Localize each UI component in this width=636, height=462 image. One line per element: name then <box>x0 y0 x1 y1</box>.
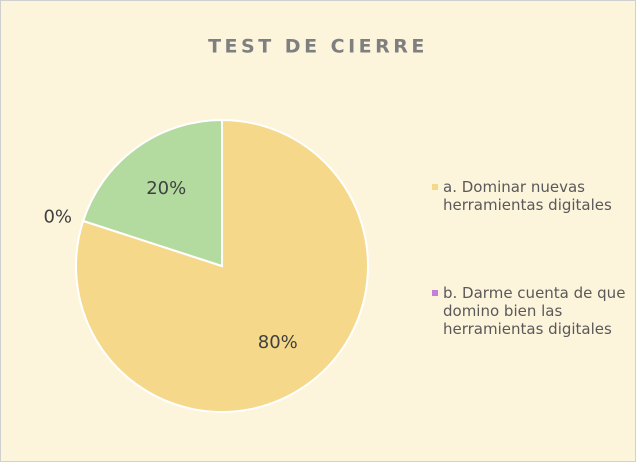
legend-item: b. Darme cuenta de que domino bien las h… <box>432 284 628 338</box>
legend-swatch <box>432 184 438 190</box>
legend-label: b. Darme cuenta de que domino bien las h… <box>443 284 626 338</box>
data-label: 20% <box>146 178 186 199</box>
chart-title: TEST DE CIERRE <box>208 36 428 58</box>
data-label: 80% <box>258 332 298 353</box>
legend-item: a. Dominar nuevas herramientas digitales <box>432 178 628 214</box>
pie-slice <box>81 118 223 268</box>
legend-swatch <box>432 290 438 296</box>
legend-label: a. Dominar nuevas herramientas digitales <box>443 178 612 214</box>
data-label: 0% <box>43 206 72 227</box>
